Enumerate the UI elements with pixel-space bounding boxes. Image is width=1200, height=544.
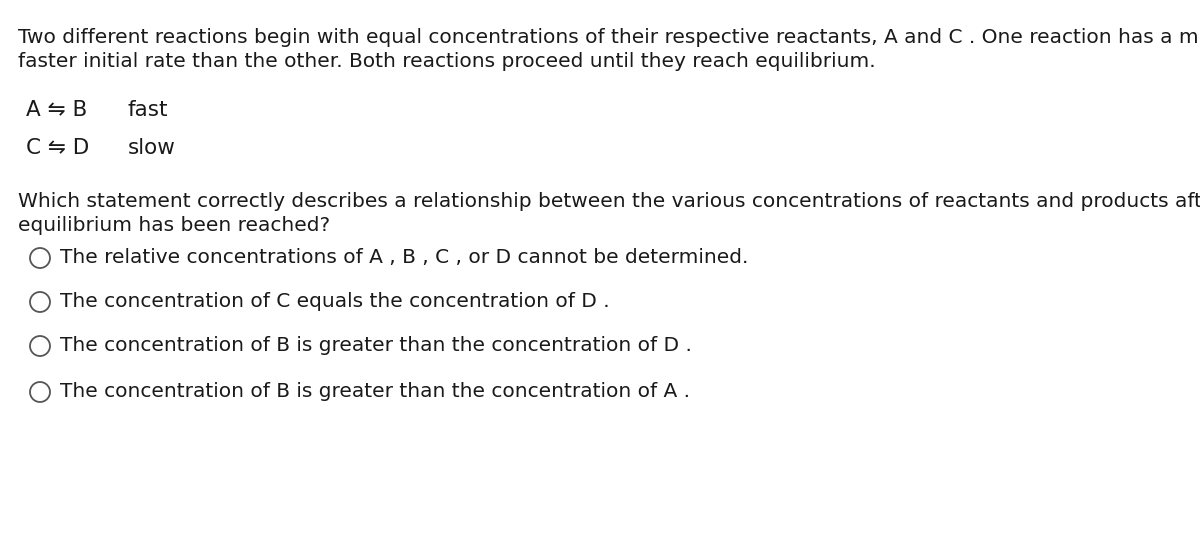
Text: The concentration of B is greater than the concentration of D .: The concentration of B is greater than t… [60,336,692,355]
Text: slow: slow [128,138,176,158]
Text: C ⇋ D: C ⇋ D [26,138,89,158]
Text: Which statement correctly describes a relationship between the various concentra: Which statement correctly describes a re… [18,192,1200,211]
Text: equilibrium has been reached?: equilibrium has been reached? [18,216,330,235]
Text: The concentration of C equals the concentration of D .: The concentration of C equals the concen… [60,292,610,311]
Text: faster initial rate than the other. Both reactions proceed until they reach equi: faster initial rate than the other. Both… [18,52,876,71]
Text: fast: fast [128,100,168,120]
Text: A ⇋ B: A ⇋ B [26,100,88,120]
Text: The concentration of B is greater than the concentration of A .: The concentration of B is greater than t… [60,382,690,401]
Text: Two different reactions begin with equal concentrations of their respective reac: Two different reactions begin with equal… [18,28,1200,47]
Text: The relative concentrations of A , B , C , or D cannot be determined.: The relative concentrations of A , B , C… [60,248,749,267]
